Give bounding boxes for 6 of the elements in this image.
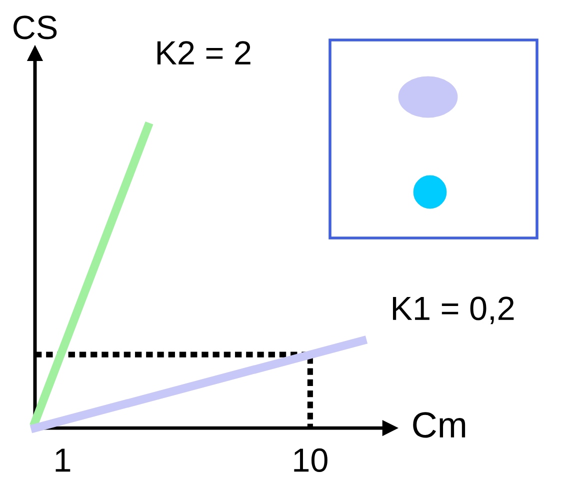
x-axis-title: Cm [413, 412, 466, 438]
y-axis-title: CS [14, 16, 57, 40]
series-label: K2 = 2 [157, 41, 250, 64]
series-label: K1 = 0,2 [392, 296, 514, 324]
x-tick-label: 10 [294, 448, 328, 472]
x-tick-label: 1 [56, 448, 70, 472]
